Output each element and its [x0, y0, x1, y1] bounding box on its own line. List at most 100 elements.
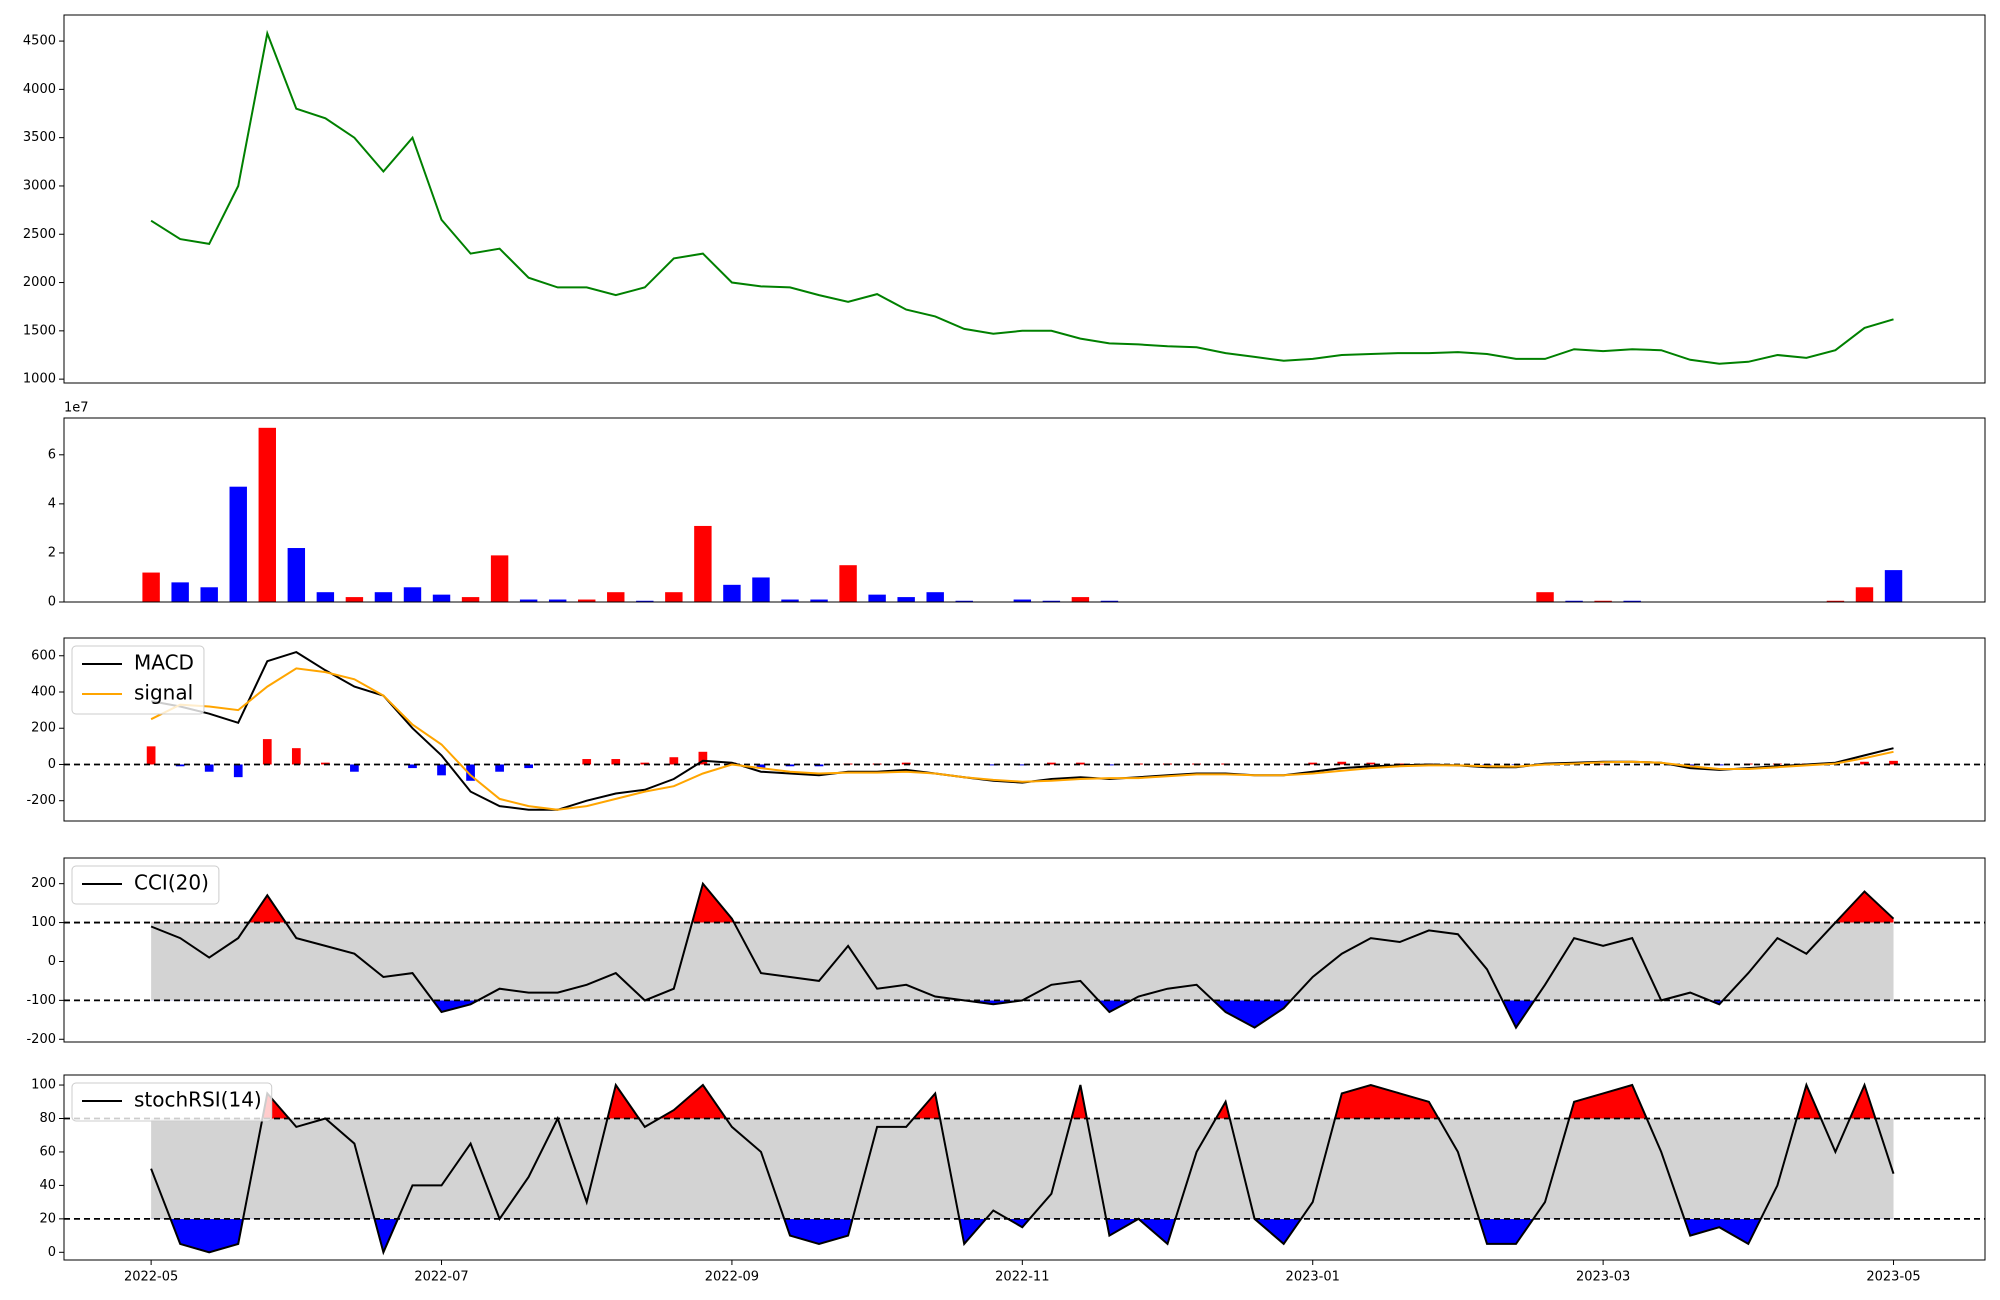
y-tick-label: 2000 — [23, 275, 56, 290]
y-tick-label: 0 — [48, 595, 56, 610]
series-line — [150, 651, 1894, 811]
y-tick-label: 0 — [48, 757, 56, 772]
y-tick-label: 60 — [39, 1144, 56, 1159]
x-tick-label: 2023-03 — [1576, 1270, 1630, 1285]
y-tick-label: 20 — [39, 1211, 56, 1226]
histogram-bar — [408, 764, 417, 769]
legend-label: stochRSI(14) — [134, 1088, 262, 1112]
bar — [781, 599, 799, 602]
y-tick-label: -100 — [26, 993, 56, 1008]
y-tick-label: 100 — [31, 1078, 56, 1093]
x-tick-label: 2023-05 — [1866, 1270, 1920, 1285]
bar — [1855, 587, 1874, 602]
y-tick-label: -200 — [26, 1032, 56, 1047]
bar — [810, 599, 828, 602]
bar — [519, 599, 538, 602]
legend-box — [71, 865, 220, 905]
legend-label: signal — [134, 681, 193, 705]
bar — [1042, 600, 1061, 602]
histogram-bar — [204, 764, 214, 772]
bar — [258, 427, 276, 602]
panel-frame — [63, 857, 1986, 1043]
bar — [926, 592, 944, 602]
histogram-bar — [756, 764, 766, 769]
histogram-bar — [350, 764, 359, 772]
x-tick-label: 2022-09 — [705, 1270, 759, 1285]
y-tick-label: 200 — [31, 876, 56, 891]
series-line — [150, 667, 1894, 811]
bar — [1565, 600, 1583, 602]
histogram-bar — [524, 764, 533, 769]
histogram-bar — [901, 762, 911, 765]
bar — [1884, 570, 1903, 602]
bar — [1536, 592, 1554, 602]
y-tick-label: 200 — [31, 721, 56, 736]
bar — [607, 592, 625, 602]
histogram-bar — [698, 751, 708, 765]
y-tick-label: 0 — [48, 1245, 56, 1260]
y-tick-label: 1500 — [23, 323, 56, 338]
bar — [432, 594, 451, 602]
bar — [868, 594, 886, 602]
bar — [955, 600, 973, 602]
bar — [171, 582, 189, 602]
x-tick-label: 2022-05 — [124, 1270, 178, 1285]
bar — [1826, 600, 1845, 602]
panel-frame — [63, 637, 1986, 822]
histogram-bar — [1889, 760, 1898, 765]
histogram-bar — [321, 762, 330, 765]
histogram-bar — [1047, 762, 1056, 765]
histogram-bar — [611, 759, 621, 765]
y-tick-label: 0 — [48, 954, 56, 969]
histogram-bar — [640, 762, 650, 765]
x-tick-label: 2022-07 — [414, 1270, 468, 1285]
histogram-bar — [1076, 762, 1085, 765]
x-tick-label: 2022-11 — [995, 1270, 1049, 1285]
y-tick-label: 3500 — [23, 130, 56, 145]
legend-label: MACD — [134, 651, 194, 675]
series-line — [150, 1082, 1895, 1256]
bar — [490, 555, 509, 602]
series-line — [150, 29, 1894, 365]
bar — [1594, 600, 1612, 602]
histogram-bar — [582, 759, 592, 765]
bar — [229, 486, 247, 602]
bar — [578, 599, 596, 602]
y-tick-label: 4000 — [23, 82, 56, 97]
panel-frame — [63, 1074, 1986, 1261]
bar — [897, 597, 915, 602]
bar — [200, 587, 218, 602]
legend-label: CCI(20) — [134, 871, 209, 895]
histogram-bar — [437, 764, 446, 776]
panel-frame — [63, 14, 1986, 384]
bar — [461, 597, 480, 602]
histogram-bar — [1366, 762, 1376, 765]
bar — [839, 565, 857, 602]
bar — [403, 587, 422, 602]
y-tick-label: -200 — [26, 793, 56, 808]
histogram-bar — [785, 764, 795, 767]
y-tick-label: 4500 — [23, 34, 56, 49]
bar — [665, 592, 683, 602]
histogram-bar — [495, 764, 504, 772]
band — [151, 922, 1894, 1001]
y-tick-label: 2 — [48, 545, 56, 560]
histogram-bar — [1337, 761, 1347, 765]
histogram-bar — [466, 764, 475, 781]
y-tick-label: 4 — [48, 496, 56, 511]
bar — [694, 525, 712, 602]
y-tick-label: 1000 — [23, 372, 56, 387]
histogram-bar — [233, 764, 243, 778]
legend-box — [71, 1082, 273, 1122]
panel-frame — [63, 417, 1986, 603]
bar — [316, 592, 335, 602]
histogram-bar — [262, 739, 272, 765]
y-tick-label: 80 — [39, 1111, 56, 1126]
bar — [287, 548, 306, 602]
x-tick-label: 2023-01 — [1286, 1270, 1340, 1285]
y-tick-label: 3000 — [23, 178, 56, 193]
band — [151, 1118, 1894, 1219]
bar — [1013, 599, 1032, 602]
